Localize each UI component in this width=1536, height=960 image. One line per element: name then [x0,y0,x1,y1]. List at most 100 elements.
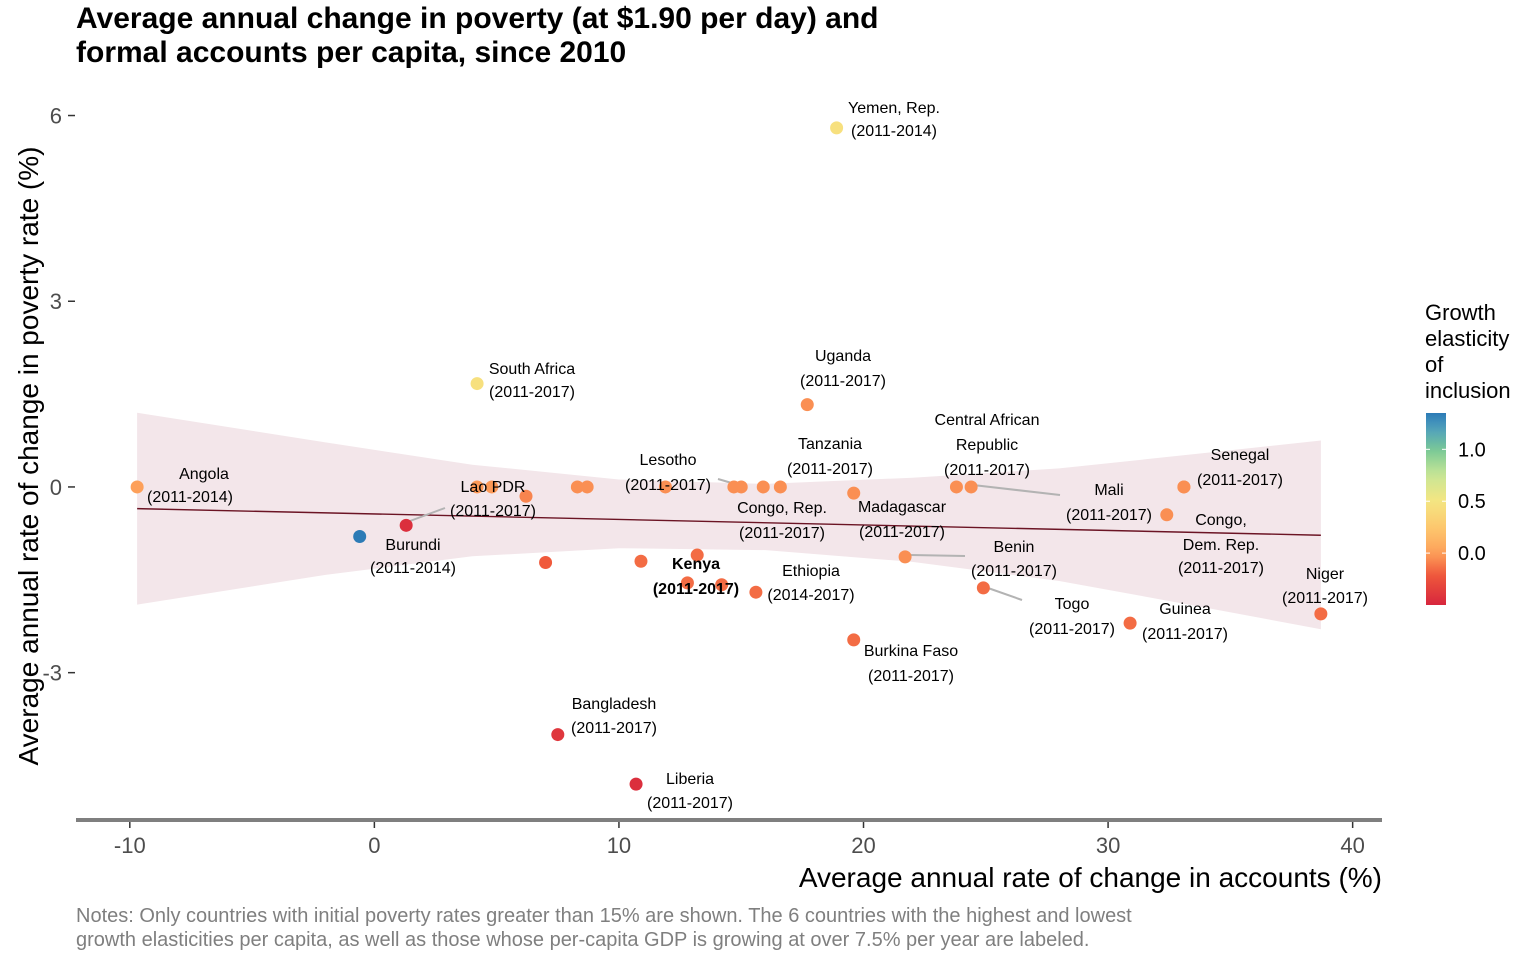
leader-line-mali [972,484,1061,496]
point-period-tanzania: (2011-2017) [787,461,873,478]
legend-tick-label: 0.5 [1458,491,1486,513]
data-point [690,548,704,562]
point-label-angola: Angola [179,466,229,483]
point-label-central-african-republic: Republic [956,437,1018,454]
point-period-mali: (2011-2017) [1066,507,1152,524]
x-tick-label: 40 [1340,833,1364,858]
data-point [634,554,648,568]
leader-line-togo [987,587,1023,601]
data-point [949,480,963,494]
point-label-mali: Mali [1094,482,1123,499]
data-point [130,480,144,494]
point-label-lao-pdr: Lao PDR [461,479,526,496]
legend-title-line: Growth [1425,300,1496,325]
chart-title: Average annual change in poverty (at $1.… [76,2,1176,70]
data-point [470,480,484,494]
point-label-senegal: Senegal [1211,447,1270,464]
point-label-uganda: Uganda [815,348,871,365]
data-point [1160,508,1174,522]
point-label-yemen-rep: Yemen, Rep. [848,100,940,117]
point-period-central-african-republic: (2011-2017) [944,462,1030,479]
point-period-uganda: (2011-2017) [800,373,886,390]
y-tick-label: 3 [50,289,62,314]
point-period-niger: (2011-2017) [1282,590,1368,607]
x-tick-label: -10 [114,833,146,858]
legend-title-line: elasticity [1425,326,1509,351]
notes-line-2: growth elasticities per capita, as well … [76,929,1090,951]
data-point [898,550,912,564]
point-label-south-africa: South Africa [489,361,575,378]
data-point [773,480,787,494]
data-point [847,486,861,500]
point-label-central-african-republic: Central African [935,412,1040,429]
point-period-south-africa: (2011-2017) [489,384,575,401]
point-label-bangladesh: Bangladesh [572,696,657,713]
x-tick-label: 30 [1096,833,1120,858]
data-point [551,728,565,742]
y-axis-title: Average annual rate of change in poverty… [13,147,44,766]
chart-notes: Notes: Only countries with initial pover… [76,904,1406,952]
point-period-liberia: (2011-2017) [647,795,733,812]
point-label-burkina-faso: Burkina Faso [864,643,958,660]
data-point [1314,607,1328,621]
data-point [539,555,553,569]
data-point [680,576,694,590]
point-labels-layer: Angola (2011-2014) Burundi (2011-2014) South… [147,100,1368,812]
y-tick-label: -3 [42,661,62,686]
x-tick-label: 20 [851,833,875,858]
data-point [629,777,643,791]
point-label-ethiopia: Ethiopia [782,563,840,580]
legend-tick-label: 1.0 [1458,439,1486,461]
data-point [485,480,499,494]
leader-line-burundi [409,507,446,522]
trend-line [137,507,1321,536]
point-label-congo-dem-rep: Dem. Rep. [1183,537,1259,554]
data-point [1123,616,1137,630]
point-period-benin: (2011-2017) [971,563,1057,580]
chart-title-line-2: formal accounts per capita, since 2010 [76,36,627,69]
data-point [470,377,484,391]
data-point [847,633,861,647]
y-tick-label: 6 [50,104,62,129]
data-point [399,518,413,532]
point-label-madagascar: Madagascar [858,499,947,516]
point-label-togo: Togo [1055,596,1090,613]
data-point [658,480,672,494]
point-period-togo: (2011-2017) [1029,621,1115,638]
data-point [830,121,844,135]
x-tick-label: 10 [607,833,631,858]
point-label-congo-dem-rep: Congo, [1195,512,1247,529]
data-point [1177,480,1191,494]
data-point [570,480,584,494]
notes-line-1: Notes: Only countries with initial pover… [76,905,1132,927]
point-period-lesotho: (2011-2017) [625,477,711,494]
trend-line-layer [137,507,1321,536]
point-period-congo-dem-rep: (2011-2017) [1178,560,1264,577]
y-tick-label: 0 [50,475,62,500]
chart-title-line-1: Average annual change in poverty (at $1.… [76,2,879,35]
legend-colorbar [1426,413,1446,605]
legend-tick-label: 0.0 [1458,543,1486,565]
point-period-burundi: (2011-2014) [370,560,456,577]
point-label-guinea: Guinea [1159,601,1211,618]
data-point [734,480,748,494]
confidence-band [137,412,1321,630]
x-tick-label: 0 [368,833,380,858]
point-label-congo-rep: Congo, Rep. [737,500,827,517]
legend-title-line: of [1425,352,1444,377]
data-point [964,480,978,494]
data-point [756,480,770,494]
point-period-madagascar: (2011-2017) [859,524,945,541]
leader-line-benin [910,554,966,557]
point-period-senegal: (2011-2017) [1197,472,1283,489]
data-point [749,585,763,599]
point-label-liberia: Liberia [666,771,714,788]
data-point [353,529,367,543]
point-period-bangladesh: (2011-2017) [571,720,657,737]
legend-title-line: inclusion [1425,378,1511,403]
data-point [519,489,533,503]
confidence-band-layer [137,412,1321,630]
